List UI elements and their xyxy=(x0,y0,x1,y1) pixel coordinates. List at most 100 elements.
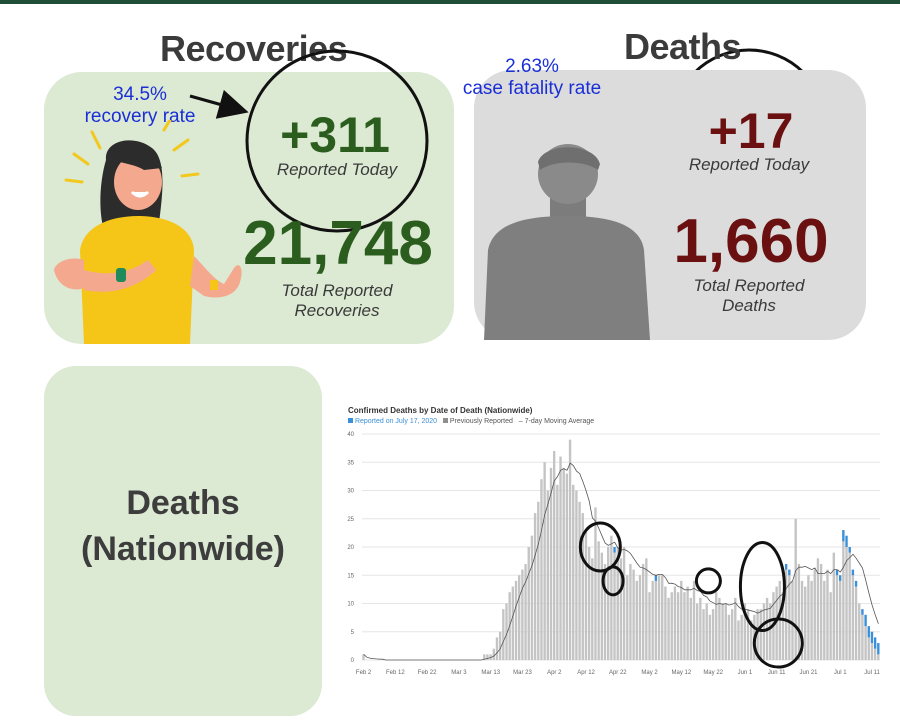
nationwide-title-line1: Deaths xyxy=(126,484,240,522)
bar-previously-reported xyxy=(645,558,648,660)
bar-previously-reported xyxy=(546,490,549,660)
bar-previously-reported xyxy=(858,603,861,660)
bar-previously-reported xyxy=(810,580,813,660)
bar-reported-today xyxy=(867,626,870,638)
legend-swatch-moving-average: – xyxy=(518,418,523,425)
bar-previously-reported xyxy=(492,648,495,660)
bar-previously-reported xyxy=(606,547,610,660)
bar-previously-reported xyxy=(552,450,556,660)
bar-reported-today xyxy=(848,547,851,553)
legend-swatch-previous xyxy=(442,418,448,423)
highlight-circle xyxy=(578,521,622,573)
bar-previously-reported xyxy=(521,569,524,660)
bar-previously-reported xyxy=(514,580,518,660)
recoveries-total-label: Total Reported Recoveries xyxy=(262,281,412,321)
bar-previously-reported xyxy=(800,580,804,660)
recovery-rate-value: 34.5% xyxy=(113,84,167,105)
y-tick-label: 40 xyxy=(347,432,354,438)
bar-previously-reported xyxy=(661,575,664,660)
bar-previously-reported xyxy=(584,530,588,660)
bar-previously-reported xyxy=(527,547,530,660)
x-tick-label: Apr 12 xyxy=(577,670,595,676)
bar-previously-reported xyxy=(676,592,680,660)
bar-previously-reported xyxy=(587,547,591,660)
highlight-circle xyxy=(601,565,625,597)
x-tick-label: May 22 xyxy=(703,670,723,676)
highlight-circle xyxy=(752,617,804,669)
bar-previously-reported xyxy=(581,513,584,660)
bar-previously-reported xyxy=(854,586,858,660)
bar-previously-reported xyxy=(819,563,823,660)
bar-previously-reported xyxy=(686,586,689,660)
y-tick-label: 0 xyxy=(351,658,355,664)
bar-previously-reported xyxy=(813,569,816,660)
bar-previously-reported xyxy=(702,609,705,660)
y-tick-label: 30 xyxy=(347,489,354,495)
bar-previously-reported xyxy=(842,541,845,660)
recoveries-total-label-line2: Recoveries xyxy=(294,301,380,320)
bar-previously-reported xyxy=(622,547,626,660)
bar-previously-reported xyxy=(651,580,654,660)
nationwide-panel xyxy=(44,366,322,716)
bar-previously-reported xyxy=(610,535,613,660)
x-tick-label: Mar 13 xyxy=(481,670,500,676)
bar-previously-reported xyxy=(594,507,597,660)
x-tick-label: Mar 23 xyxy=(513,670,532,676)
bar-previously-reported xyxy=(804,586,807,660)
bar-previously-reported xyxy=(502,609,505,660)
fatality-rate-value: 2.63% xyxy=(505,56,559,77)
bar-previously-reported xyxy=(721,603,724,660)
bar-previously-reported xyxy=(575,490,578,660)
highlight-circle xyxy=(694,567,722,595)
bar-previously-reported xyxy=(730,609,734,660)
bar-previously-reported xyxy=(495,637,499,660)
bar-previously-reported xyxy=(613,552,616,660)
x-tick-label: Apr 2 xyxy=(547,670,562,676)
bar-previously-reported xyxy=(657,575,661,660)
bar-previously-reported xyxy=(743,603,747,660)
bar-previously-reported xyxy=(848,552,851,660)
fatality-rate-annotation: 2.63% case fatality rate xyxy=(452,56,612,100)
bar-previously-reported xyxy=(727,614,731,660)
fatality-rate-label: case fatality rate xyxy=(462,78,602,99)
bar-previously-reported xyxy=(638,575,642,660)
bar-previously-reported xyxy=(489,654,492,660)
bar-previously-reported xyxy=(683,592,686,660)
bar-previously-reported xyxy=(715,592,718,660)
bar-previously-reported xyxy=(705,603,708,660)
bar-reported-today xyxy=(854,580,858,587)
bar-previously-reported xyxy=(648,592,651,660)
x-tick-label: Jun 21 xyxy=(799,670,818,676)
x-tick-label: May 12 xyxy=(672,670,692,676)
y-tick-label: 35 xyxy=(347,460,354,466)
deaths-total-value: 1,660 xyxy=(673,207,829,276)
bar-previously-reported xyxy=(518,575,521,660)
nationwide-title: Deaths (Nationwide) xyxy=(44,480,322,572)
bar-previously-reported xyxy=(851,575,855,660)
bar-reported-today xyxy=(784,563,788,570)
bar-previously-reported xyxy=(708,614,712,660)
bar-previously-reported xyxy=(562,467,565,660)
bar-reported-today xyxy=(613,547,616,553)
top-accent-bar xyxy=(0,0,900,4)
bar-previously-reported xyxy=(870,643,874,660)
bar-previously-reported xyxy=(680,580,683,660)
y-tick-label: 25 xyxy=(347,517,354,523)
bar-previously-reported xyxy=(740,614,743,660)
bar-previously-reported xyxy=(667,597,670,660)
chart-title: Confirmed Deaths by Date of Death (Natio… xyxy=(348,406,533,415)
bar-previously-reported xyxy=(603,563,607,660)
bar-previously-reported xyxy=(530,535,534,660)
highlight-circle xyxy=(738,541,786,633)
y-tick-label: 10 xyxy=(347,602,354,608)
bar-previously-reported xyxy=(756,609,759,660)
bar-previously-reported xyxy=(695,603,699,660)
recoveries-title: Recoveries xyxy=(160,28,348,69)
bar-reported-today xyxy=(864,614,867,627)
bar-previously-reported xyxy=(524,563,527,660)
bar-reported-today xyxy=(835,569,839,576)
bar-previously-reported xyxy=(838,580,842,660)
bar-previously-reported xyxy=(832,552,836,660)
bar-previously-reported xyxy=(826,569,829,660)
x-tick-label: Jul 1 xyxy=(834,670,847,676)
